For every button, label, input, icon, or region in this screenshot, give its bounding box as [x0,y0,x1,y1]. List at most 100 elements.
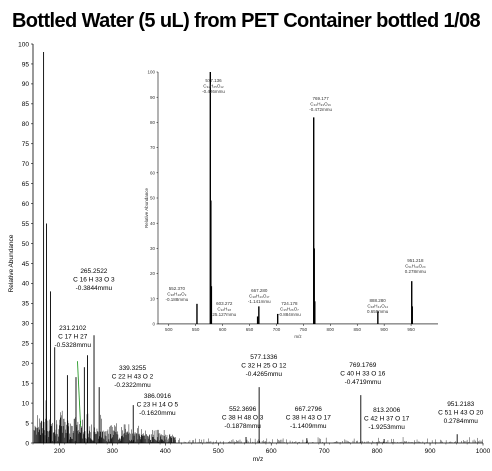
inset-peak-annotation-text: C₄₈H₄₄O₁₄ [367,304,388,309]
peak-annotation-text: 552.3696 [229,406,256,413]
x-tick-label: 1000 [476,448,491,455]
chart-title: Bottled Water (5 uL) from PET Container … [11,10,481,32]
annotation-leader-line [77,361,82,428]
inset-y-tick-label: 100 [147,70,155,75]
inset-peak-annotation-text: 25.127mmu [212,312,236,317]
peak-annotation-text: -0.1620mmu [139,410,176,417]
main-noise-baseline [33,400,483,443]
y-tick-label: 65 [22,181,30,188]
inset-y-tick-label: 30 [150,246,156,251]
peak-annotation-text: C 16 H 33 O 3 [73,277,115,284]
y-tick-label: 50 [22,241,30,248]
peak-annotation-text: 769.1769 [349,362,376,369]
inset-y-tick-label: 60 [150,170,156,175]
peak-annotation-text: 813.2006 [373,407,400,414]
inset-peak-annotation-text: 552.370 [169,286,186,291]
y-tick-label: 10 [22,400,30,407]
peak-annotation-text: -0.5328mmu [54,342,91,349]
peak-annotation-text: C 51 H 43 O 20 [438,410,484,417]
y-tick-label: 40 [22,281,30,288]
x-tick-label: 200 [54,448,65,455]
main-annotations: 265.2522 C 16 H 33 O 3-0.3844mmu 231.2102 C… [54,268,483,431]
y-tick-label: 60 [22,201,30,208]
inset-x-tick-label: 900 [380,327,388,332]
y-tick-label: 35 [22,301,30,308]
peak-annotation-text: 231.2102 [59,325,86,332]
inset-x-tick-label: 550 [192,327,200,332]
y-tick-label: 15 [22,380,30,387]
peak-annotation-text: C 23 H 14 O 5 [137,402,179,409]
y-tick-label: 25 [22,341,30,348]
y-tick-label: 85 [22,101,30,108]
peak-annotation-text: -0.4719mmu [345,379,382,386]
peak-annotation-text: -1.1409mmu [290,423,327,430]
peak-annotation-text: 667.2796 [295,406,322,413]
peak-annotation-text: C 17 H 27 [58,334,88,341]
inset-peak-annotation-text: 0.659mmu [367,309,389,314]
y-tick-label: 0 [25,440,29,447]
inset-peak-annotation-text: -1.141mmu [248,299,271,304]
inset-x-tick-label: 800 [327,327,335,332]
inset-peak-annotation-text: 888.280 [370,298,387,303]
inset-peak-annotation-text: -0.188mmu [165,297,188,302]
inset-peak-annotation-text: 724.178 [281,301,298,306]
inset-y-axis-label: Relative Abundance [144,187,149,228]
y-tick-label: 55 [22,221,30,228]
y-tick-label: 95 [22,61,30,68]
peak-annotation-text: -1.9253mmu [368,424,405,431]
peak-annotation-text: 339.3255 [119,365,146,372]
inset-y-tick-label: 50 [150,196,156,201]
inset-x-axis-label: m/z [294,334,302,339]
peak-annotation-text: C 40 H 33 O 16 [340,371,386,378]
x-tick-label: 600 [266,448,277,455]
inset-x-tick-label: 950 [407,327,415,332]
peak-annotation-text: C 38 H 43 O 17 [286,415,332,422]
peak-annotation-text: C 32 H 25 O 12 [241,363,287,370]
inset-peak-annotation-text: C₃₂H₂₅O₁₂ [203,84,224,89]
inset-x-tick-label: 850 [353,327,361,332]
inset-peak-annotation-text: C₃₂H₃₈ [217,307,231,312]
y-tick-label: 100 [18,41,29,48]
inset-peak-annotation-text: 603.272 [216,301,233,306]
peak-annotation-text: C 38 H 48 O 3 [222,415,264,422]
y-tick-label: 75 [22,141,30,148]
inset-peaks [158,72,438,324]
inset-peak-annotation-text: C₃₅H₂₆O₇ [280,307,299,312]
inset-x-tick-label: 600 [219,327,227,332]
inset-peak-annotation-text: -0.472mmu [309,107,332,112]
x-tick-label: 700 [319,448,330,455]
inset-x-tick-label: 650 [246,327,254,332]
inset-y-tick-label: 90 [150,95,156,100]
inset-peak-annotation-text: 577.136 [205,78,222,83]
main-peaks [43,51,458,443]
peak-annotation-text: 386.0916 [144,393,171,400]
y-tick-label: 5 [25,420,29,427]
y-tick-label: 80 [22,121,30,128]
inset-peak-annotation-text: C₃₈H₄₃O₁₇ [249,294,270,299]
inset-y-tick-label: 20 [150,271,156,276]
x-tick-label: 900 [425,448,436,455]
x-tick-label: 300 [107,448,118,455]
x-tick-label: 800 [372,448,383,455]
x-tick-label: 400 [160,448,171,455]
peak-annotation-text: C 22 H 43 O 2 [112,374,154,381]
peak-annotation-text: 0.2784mmu [444,418,479,425]
main-axes: 0 5 10 15 20 25 30 35 40 45 50 55 60 65 70 75 80 85 90 95 10… [8,41,491,463]
y-axis-label: Relative Abundance [8,234,15,292]
peak-annotation-text: 951.2183 [447,401,474,408]
inset-peak-annotation-text: C₄₀H₃₃O₁₆ [310,102,331,107]
x-tick-label: 500 [213,448,224,455]
peak-annotation-text: -0.3844mmu [76,285,113,292]
inset-y-tick-label: 40 [150,221,156,226]
y-tick-label: 70 [22,161,30,168]
y-tick-label: 45 [22,261,30,268]
inset-y-tick-label: 80 [150,120,156,125]
inset-peak-annotation-text: 769.177 [312,96,329,101]
peak-annotation-text: -0.4265mmu [246,371,283,378]
inset-x-tick-label: 700 [273,327,281,332]
y-tick-label: 20 [22,361,30,368]
inset-peak-annotation-text: -0.426mmu [202,89,225,94]
inset-peak-annotation-text: C₃₈H₄₈O₃ [167,292,186,297]
